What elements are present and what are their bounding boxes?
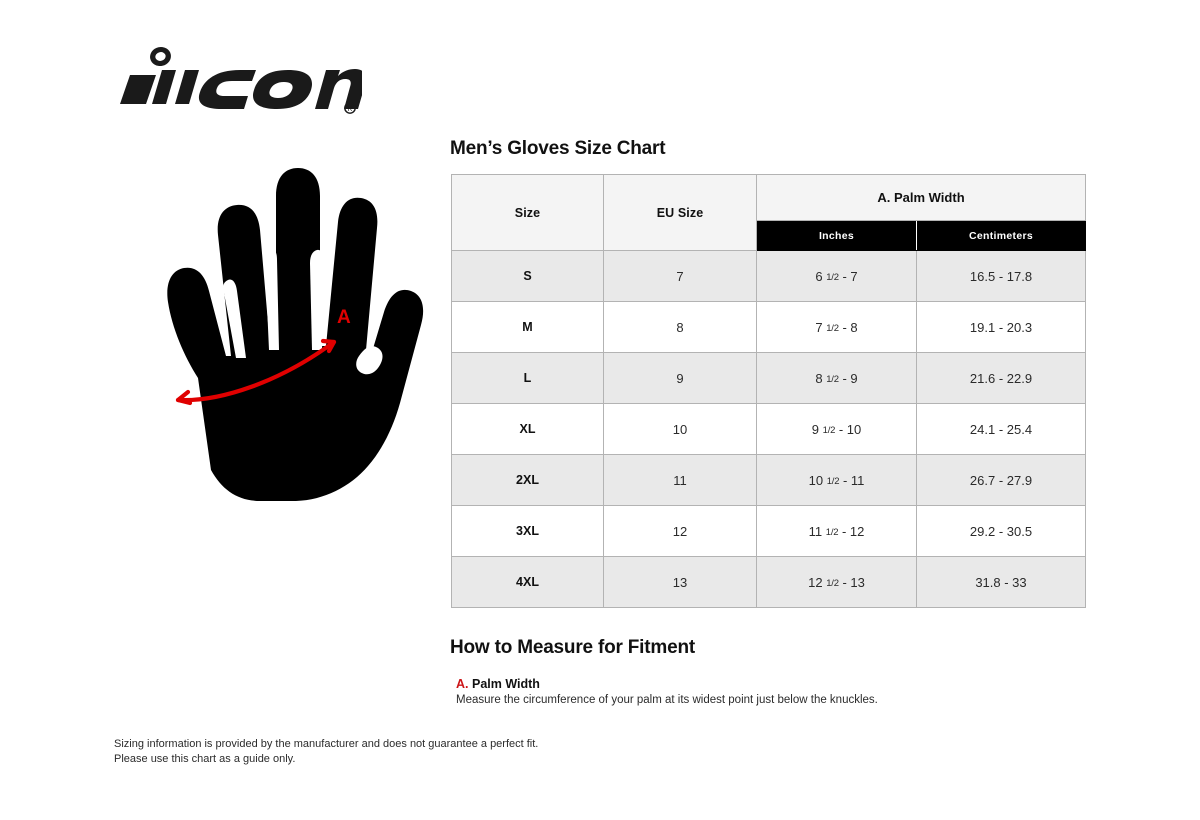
cell-inches: 10 1/2 - 11 [756,454,917,506]
table-row: S 7 6 1/2 - 7 16.5 - 17.8 [451,250,1086,302]
palm-width-measure-line [175,338,337,406]
table-row: 3XL 12 11 1/2 - 12 29.2 - 30.5 [451,505,1086,557]
column-header-size: Size [451,174,604,251]
cell-size: M [451,301,604,353]
page-title: Men’s Gloves Size Chart [450,138,666,159]
cell-eu-size: 9 [603,352,757,404]
cell-eu-size: 7 [603,250,757,302]
disclaimer: Sizing information is provided by the ma… [114,737,538,767]
disclaimer-line-2: Please use this chart as a guide only. [114,753,296,765]
cell-centimeters: 24.1 - 25.4 [916,403,1086,455]
measure-item-mark: A. [456,677,469,691]
table-header: Size EU Size A. Palm Width Inches Centim… [451,174,1086,251]
cell-inches: 12 1/2 - 13 [756,556,917,608]
cell-centimeters: 19.1 - 20.3 [916,301,1086,353]
cell-size: L [451,352,604,404]
cell-inches: 11 1/2 - 12 [756,505,917,557]
cell-inches: 9 1/2 - 10 [756,403,917,455]
cell-size: 4XL [451,556,604,608]
cell-inches: 8 1/2 - 9 [756,352,917,404]
column-header-eu-size: EU Size [603,174,757,251]
cell-size: S [451,250,604,302]
cell-size: 2XL [451,454,604,506]
table-row: 4XL 13 12 1/2 - 13 31.8 - 33 [451,556,1086,608]
how-to-measure-title: How to Measure for Fitment [450,637,695,658]
cell-eu-size: 8 [603,301,757,353]
cell-eu-size: 11 [603,454,757,506]
table-row: M 8 7 1/2 - 8 19.1 - 20.3 [451,301,1086,353]
cell-size: 3XL [451,505,604,557]
cell-centimeters: 16.5 - 17.8 [916,250,1086,302]
cell-size: XL [451,403,604,455]
cell-centimeters: 21.6 - 22.9 [916,352,1086,404]
hand-silhouette-shape [167,168,424,501]
measure-item-description: Measure the circumference of your palm a… [456,694,878,706]
cell-eu-size: 12 [603,505,757,557]
measure-item-label: Palm Width [471,677,540,691]
cell-eu-size: 10 [603,403,757,455]
cell-eu-size: 13 [603,556,757,608]
table-row: L 9 8 1/2 - 9 21.6 - 22.9 [451,352,1086,404]
column-header-centimeters: Centimeters [916,220,1086,251]
size-chart-table: Size EU Size A. Palm Width Inches Centim… [451,174,1086,608]
cell-inches: 6 1/2 - 7 [756,250,917,302]
cell-centimeters: 29.2 - 30.5 [916,505,1086,557]
icon-brand-logo: R [112,42,362,122]
column-header-palm-width-group: A. Palm Width [756,174,1086,221]
cell-centimeters: 26.7 - 27.9 [916,454,1086,506]
measure-item-heading: A. Palm Width [456,677,540,691]
cell-inches: 7 1/2 - 8 [756,301,917,353]
hand-palm-illustration: A [110,160,440,515]
disclaimer-line-1: Sizing information is provided by the ma… [114,738,539,750]
table-body: S 7 6 1/2 - 7 16.5 - 17.8 M 8 7 1/2 - 8 … [451,250,1086,608]
svg-text:R: R [348,106,353,113]
measure-point-label-a: A [337,307,351,328]
table-row: XL 10 9 1/2 - 10 24.1 - 25.4 [451,403,1086,455]
table-row: 2XL 11 10 1/2 - 11 26.7 - 27.9 [451,454,1086,506]
cell-centimeters: 31.8 - 33 [916,556,1086,608]
column-header-inches: Inches [756,220,917,251]
